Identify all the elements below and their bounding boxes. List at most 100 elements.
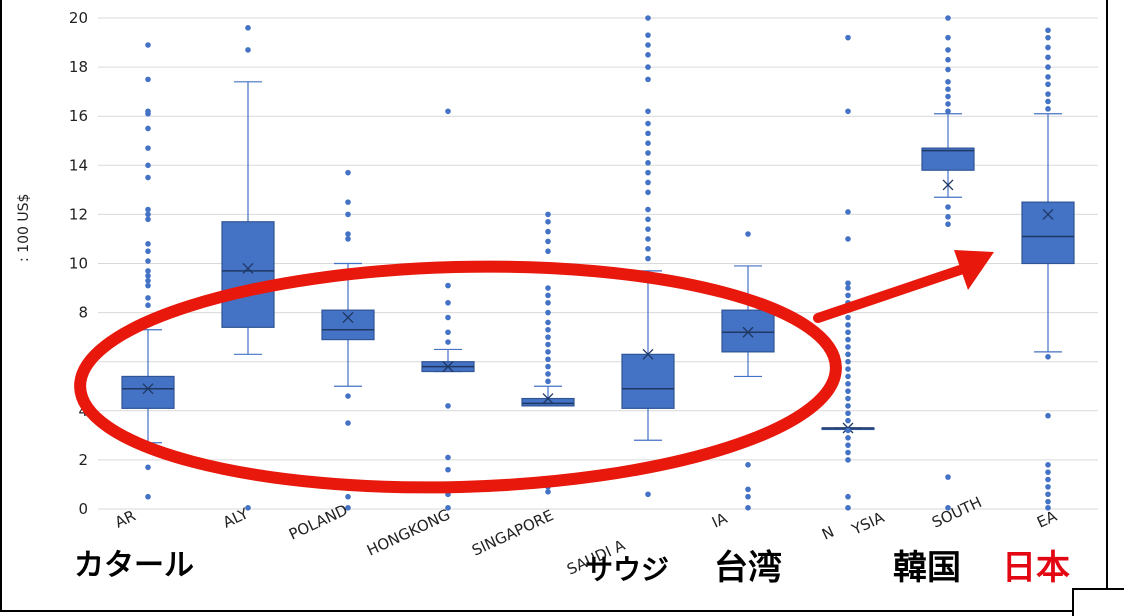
outlier-point bbox=[145, 248, 151, 255]
outlier-point bbox=[645, 52, 651, 58]
outlier-point bbox=[145, 241, 151, 247]
y-tick-label: 20 bbox=[69, 9, 88, 27]
x-tick-label: POLAND bbox=[286, 501, 350, 544]
outlier-point bbox=[845, 504, 851, 511]
outlier-point bbox=[945, 474, 951, 480]
outlier-point bbox=[845, 403, 851, 409]
outlier-point bbox=[645, 216, 651, 223]
outlier-point bbox=[845, 108, 851, 115]
arrow-shaft bbox=[813, 265, 965, 323]
outlier-point bbox=[645, 226, 651, 232]
outlier-point bbox=[845, 285, 851, 291]
outlier-point bbox=[745, 486, 751, 493]
mean-marker bbox=[642, 348, 654, 360]
y-tick-label: 18 bbox=[69, 58, 88, 76]
outlier-point bbox=[845, 280, 851, 286]
outlier-point bbox=[145, 464, 151, 471]
label-qatar-jp: カタール bbox=[74, 548, 194, 583]
outlier-point bbox=[945, 47, 951, 53]
outlier-point bbox=[1045, 504, 1051, 511]
outlier-point bbox=[1045, 469, 1051, 475]
outlier-point bbox=[645, 32, 651, 38]
outlier-point bbox=[545, 378, 551, 385]
outlier-point bbox=[845, 209, 851, 215]
outlier-point bbox=[545, 218, 551, 225]
x-tick-label: SINGAPORE bbox=[469, 506, 556, 559]
outlier-point bbox=[845, 336, 851, 343]
outlier-point bbox=[845, 314, 851, 321]
outlier-point bbox=[845, 442, 851, 448]
outlier-point bbox=[1045, 34, 1051, 41]
corner-box bbox=[1072, 588, 1124, 616]
outlier-point bbox=[345, 420, 351, 426]
outlier-point bbox=[245, 504, 251, 511]
outlier-point bbox=[545, 363, 551, 370]
box bbox=[621, 353, 675, 409]
outlier-point bbox=[445, 504, 451, 511]
mean-marker bbox=[142, 383, 154, 395]
outlier-point bbox=[445, 466, 451, 473]
outlier-point bbox=[845, 457, 851, 463]
outlier-point bbox=[945, 93, 951, 100]
outlier-point bbox=[645, 108, 651, 115]
outlier-point bbox=[845, 435, 851, 441]
outlier-point bbox=[145, 145, 151, 151]
outlier-point bbox=[645, 255, 651, 262]
outlier-point bbox=[345, 504, 351, 511]
outlier-point bbox=[645, 42, 651, 48]
outlier-point bbox=[1045, 412, 1051, 419]
box bbox=[521, 397, 575, 407]
outlier-point bbox=[145, 206, 151, 213]
outlier-point bbox=[545, 371, 551, 377]
outlier-point bbox=[545, 341, 551, 348]
outlier-point bbox=[645, 150, 651, 156]
outlier-point bbox=[1045, 491, 1051, 498]
x-tick-label: AR bbox=[112, 507, 138, 532]
mean-marker bbox=[242, 262, 254, 274]
outlier-point bbox=[845, 373, 851, 380]
arrow-head bbox=[954, 250, 994, 290]
outlier-point bbox=[145, 174, 151, 181]
outlier-point bbox=[1045, 484, 1051, 490]
x-tick-label: IA bbox=[709, 509, 731, 532]
y-tick-label: 0 bbox=[78, 500, 88, 518]
outlier-point bbox=[845, 322, 851, 328]
outlier-point bbox=[145, 211, 151, 218]
mean-marker bbox=[742, 326, 754, 338]
mean-marker bbox=[542, 393, 554, 404]
outlier-point bbox=[445, 314, 451, 321]
outlier-point bbox=[645, 140, 651, 147]
outlier-point bbox=[145, 295, 151, 301]
outlier-point bbox=[645, 15, 651, 21]
outlier-point bbox=[1045, 462, 1051, 468]
outlier-point bbox=[545, 334, 551, 340]
outlier-point bbox=[345, 393, 351, 399]
y-tick-label: 2 bbox=[78, 451, 88, 469]
outlier-point bbox=[845, 344, 851, 350]
outlier-point bbox=[1045, 91, 1051, 97]
outlier-point bbox=[345, 231, 351, 237]
outlier-point bbox=[845, 427, 851, 434]
outlier-point bbox=[545, 248, 551, 255]
outlier-point bbox=[545, 309, 551, 316]
outlier-point bbox=[345, 493, 351, 500]
outlier-point bbox=[845, 34, 851, 41]
outlier-point bbox=[945, 101, 951, 107]
outlier-point bbox=[1045, 106, 1051, 112]
outlier-point bbox=[645, 120, 651, 127]
box bbox=[1021, 201, 1075, 265]
box bbox=[121, 375, 175, 409]
outlier-point bbox=[745, 462, 751, 468]
outlier-point bbox=[645, 169, 651, 176]
outlier-point bbox=[945, 504, 951, 511]
outlier-point bbox=[145, 42, 151, 48]
outlier-point bbox=[845, 388, 851, 394]
outlier-point bbox=[945, 66, 951, 73]
outlier-point bbox=[845, 417, 851, 424]
outlier-point bbox=[845, 366, 851, 372]
box bbox=[921, 147, 975, 171]
outlier-point bbox=[145, 258, 151, 264]
outlier-point bbox=[145, 125, 151, 132]
box bbox=[321, 309, 375, 341]
